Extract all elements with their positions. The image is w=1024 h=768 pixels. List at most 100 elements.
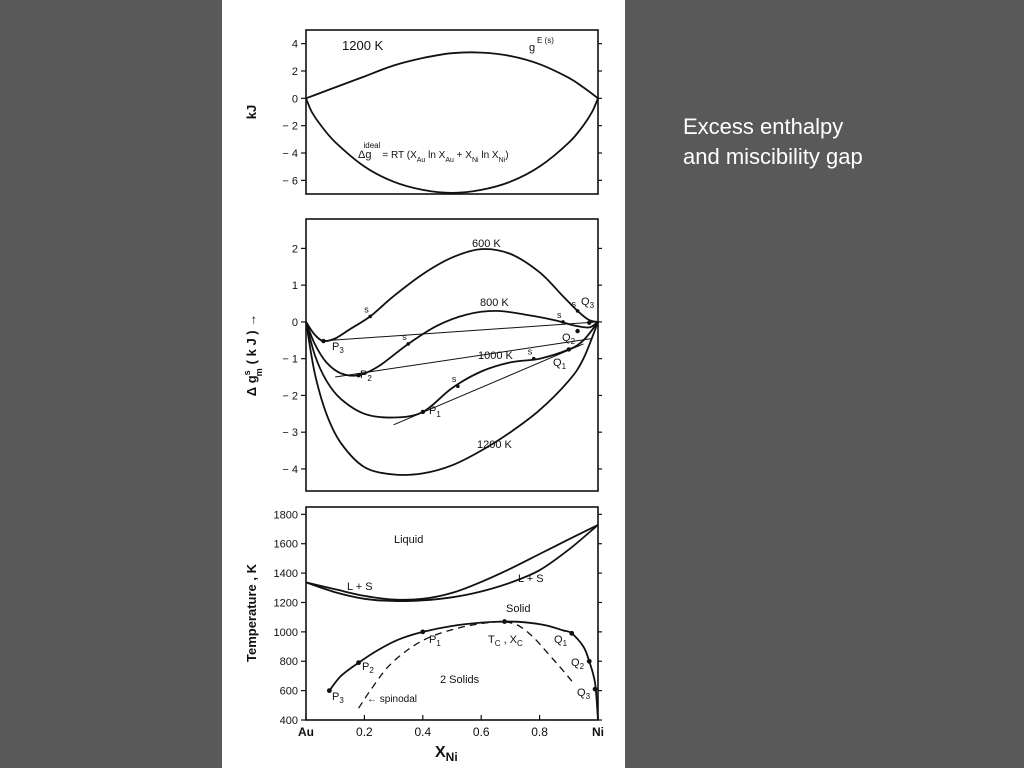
middle-panel-frame — [305, 218, 599, 492]
middle-ytick-label: 2 — [292, 243, 298, 255]
phase-boundary-point — [326, 688, 332, 694]
mid-ylabel-tail: ( k J ) → — [244, 314, 259, 365]
bot-label-q1: Q1 — [554, 634, 568, 648]
tc-mid: , X — [501, 634, 518, 646]
q2-letter: Q — [562, 332, 571, 344]
bottom-xtick-label: 0.6 — [473, 725, 490, 739]
p1-letter: P — [429, 405, 436, 417]
top-ytick-label: − 2 — [282, 121, 298, 133]
bottom-xtick-label: Au — [298, 725, 314, 739]
bp2-letter: P — [362, 661, 369, 673]
point-label-q1: Q1 — [553, 357, 567, 371]
spinodal-mark-label: s — [572, 299, 577, 309]
bot-label-q2: Q2 — [571, 657, 585, 671]
top-ytick-label: − 6 — [282, 175, 298, 187]
middle-ytick-label: − 1 — [282, 354, 298, 366]
p3-sub: 3 — [339, 346, 344, 355]
critical-point-label: TC , XC — [488, 634, 523, 648]
spinodal-mark-label: s — [528, 347, 533, 357]
tangent-point — [356, 373, 361, 378]
bot-label-p3: P3 — [332, 691, 344, 705]
bot-label-q3: Q3 — [577, 687, 591, 701]
p3-letter: P — [332, 341, 339, 353]
spinodal-point — [561, 320, 565, 324]
curve-label-1200k: 1200 K — [477, 439, 513, 451]
middle-ytick-label: − 2 — [282, 390, 298, 402]
bp1-letter: P — [429, 634, 436, 646]
series-spinodal-curve — [358, 620, 576, 709]
xc-sub: C — [517, 639, 523, 648]
top-ytick-label: 4 — [292, 39, 298, 51]
bottom-ytick-label: 400 — [280, 715, 298, 727]
ideal-formula-part4: ln X — [479, 150, 499, 161]
p1-sub: 1 — [436, 410, 441, 419]
bottom-panel-frame — [305, 506, 599, 721]
ideal-formula-part1: = RT (X — [382, 150, 417, 161]
bot-label-p1: P1 — [429, 634, 441, 648]
region-label-two-solids: 2 Solids — [440, 674, 480, 686]
middle-ytick-label: − 4 — [282, 464, 298, 476]
bottom-xtick-label: Ni — [592, 725, 604, 739]
caption-line-1: Excess enthalpy — [683, 114, 844, 139]
gE-superscript: E (s) — [537, 36, 554, 45]
series-gibbs-1000k — [305, 321, 599, 419]
bottom-ytick-label: 1200 — [274, 597, 298, 609]
ideal-formula-sub-ni1: Ni — [472, 157, 479, 164]
phase-boundary-point — [586, 658, 592, 664]
common-tangent-line — [335, 337, 593, 378]
tc-letter: T — [488, 634, 495, 646]
bottom-y-axis-label: Temperature , K — [244, 563, 259, 662]
series-ideal-mixing-curve — [305, 97, 599, 194]
q3-sub: 3 — [590, 301, 595, 310]
bp1-sub: 1 — [436, 639, 441, 648]
bottom-xtick-label: 0.4 — [414, 725, 431, 739]
bottom-ytick-label: 1400 — [274, 568, 298, 580]
point-label-q3: Q3 — [581, 296, 595, 310]
bq1-sub: 1 — [563, 639, 568, 648]
region-label-liquid: Liquid — [394, 534, 423, 546]
bottom-xtick-label: 0.8 — [531, 725, 548, 739]
bq3-sub: 3 — [586, 692, 591, 701]
curve-label-600k: 600 K — [472, 238, 501, 250]
bottom-ytick-label: 1800 — [274, 509, 298, 521]
spinodal-point — [368, 314, 373, 319]
bq3-letter: Q — [577, 687, 586, 699]
point-label-q2: Q2 — [562, 332, 576, 346]
top-y-axis-label: kJ — [244, 105, 259, 119]
mid-ylabel-main: Δ g — [244, 375, 259, 396]
curve-label-800k: 800 K — [480, 297, 509, 309]
region-label-ls-left: L + S — [347, 581, 373, 593]
series-gibbs-600k — [305, 248, 599, 343]
common-tangent-line — [320, 321, 599, 342]
bp3-letter: P — [332, 691, 339, 703]
top-ytick-label: − 4 — [282, 148, 298, 160]
top-ytick-label: 0 — [292, 93, 298, 105]
bottom-ytick-label: 1600 — [274, 539, 298, 551]
series-solidus-curve — [305, 524, 599, 603]
q1-letter: Q — [553, 357, 562, 369]
bq1-letter: Q — [554, 634, 563, 646]
top-panel-frame — [305, 29, 599, 195]
top-panel-enthalpy: 4 2 0 − 2 − 4 − 6 1200 K g E (s) Δgideal= RT … — [244, 29, 602, 195]
phase-diagram-figure: 4 2 0 − 2 − 4 − 6 1200 K g E (s) Δgideal= RT … — [242, 29, 604, 764]
bottom-ytick-label: 600 — [280, 686, 298, 698]
tangent-point — [321, 338, 326, 344]
tangent-point — [566, 347, 571, 352]
phase-boundary-point — [592, 686, 598, 692]
q2-sub: 2 — [571, 337, 576, 346]
phase-boundary-point — [569, 630, 575, 636]
mid-ylabel-sup: s — [242, 370, 252, 375]
bp2-sub: 2 — [369, 666, 374, 675]
xlabel-sub: Ni — [446, 750, 458, 764]
ideal-superscript: ideal — [363, 141, 380, 150]
slide-caption: Excess enthalpy and miscibility gap — [683, 112, 983, 172]
q3-letter: Q — [581, 296, 590, 308]
bottom-ytick-label: 1000 — [274, 627, 298, 639]
caption-line-2: and miscibility gap — [683, 144, 863, 169]
common-tangent-line — [393, 343, 584, 426]
ideal-formula-part3: + X — [454, 150, 472, 161]
ideal-delta-g: Δg — [358, 149, 371, 161]
middle-ytick-label: 1 — [292, 280, 298, 292]
